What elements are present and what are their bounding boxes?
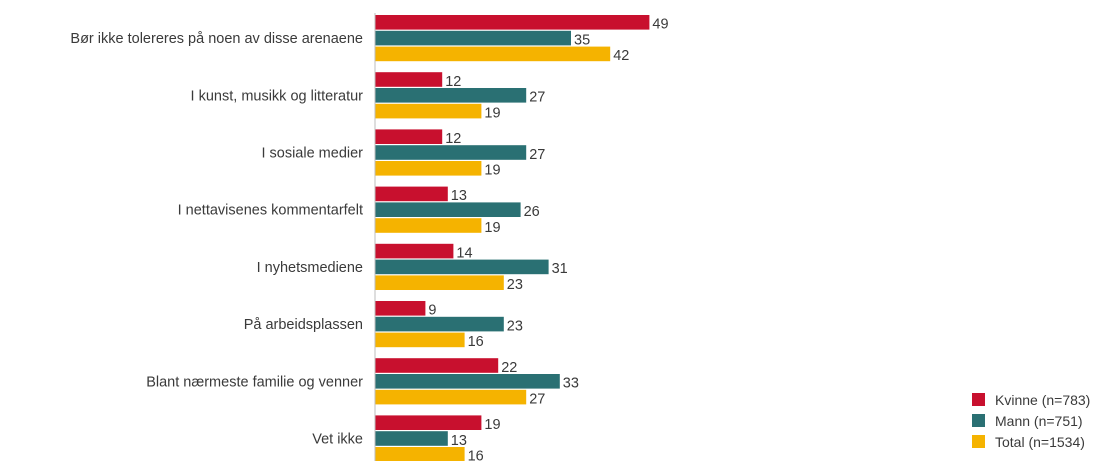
category-label: I sosiale medier [261,146,363,162]
bar [375,374,560,389]
bar [375,202,521,217]
bar-group: I sosiale medier 12 27 19 [261,129,545,179]
data-label: 13 [451,188,467,204]
bar-group: Bør ikke tolereres på noen av disse aren… [70,15,669,64]
legend-label: Kvinne (n=783) [995,392,1090,408]
legend-item: Mann (n=751) [972,413,1083,429]
data-label: 33 [563,376,579,392]
legend-swatch [972,393,985,406]
category-label: I nettavisenes kommentarfelt [178,203,363,219]
category-label: Bør ikke tolereres på noen av disse aren… [70,31,363,47]
bar [375,301,426,316]
data-label: 14 [456,245,472,261]
legend-swatch [972,435,985,448]
bar [375,275,504,290]
bar-group: I kunst, musikk og litteratur 12 27 19 [191,72,545,121]
legend-item: Kvinne (n=783) [972,392,1090,408]
data-label: 27 [529,391,545,407]
bar [375,129,443,144]
bar [375,186,448,202]
bar [375,332,465,348]
bar [375,161,482,176]
bar [375,243,454,259]
bar [375,358,499,373]
bar [375,447,465,461]
legend-label: Mann (n=751) [995,413,1083,429]
legend-item: Total (n=1534) [972,434,1085,450]
bar [375,88,527,103]
bar [375,431,448,446]
data-label: 19 [484,417,500,433]
legend: Kvinne (n=783) Mann (n=751) Total (n=1534) [972,392,1090,450]
data-label: 22 [501,360,517,376]
bar [375,46,611,62]
bar [375,259,549,275]
bar-group: Blant nærmeste familie og venner 22 33 27 [146,358,579,407]
category-label: Vet ikke [312,432,363,448]
bar-group: I nettavisenes kommentarfelt 13 26 19 [178,186,540,236]
data-label: 23 [507,277,523,293]
bar [375,415,482,430]
data-label: 27 [529,90,545,106]
data-label: 49 [652,17,668,33]
data-label: 31 [552,261,568,277]
data-label: 35 [574,32,590,48]
data-label: 9 [428,303,436,319]
bar [375,72,443,87]
legend-label: Total (n=1534) [995,434,1085,450]
category-label: Blant nærmeste familie og venner [146,374,363,390]
data-label: 12 [445,74,461,90]
data-label: 19 [484,163,500,179]
bar [375,316,504,332]
bar [375,30,571,46]
legend-swatch [972,414,985,427]
bar [375,15,650,30]
bar [375,218,482,233]
data-label: 23 [507,318,523,334]
bar [375,145,527,160]
data-label: 16 [468,449,484,461]
bar-group: I nyhetsmediene 14 31 23 [257,243,568,293]
data-label: 26 [524,204,540,220]
data-label: 19 [484,105,500,121]
data-label: 16 [468,334,484,350]
bar [375,389,527,405]
bar [375,103,482,119]
plot-area: Bør ikke tolereres på noen av disse aren… [70,13,669,461]
category-label: I nyhetsmediene [257,260,363,276]
data-label: 19 [484,220,500,236]
data-label: 12 [445,131,461,147]
data-label: 42 [613,48,629,64]
data-label: 27 [529,147,545,163]
category-label: På arbeidsplassen [244,317,363,333]
category-label: I kunst, musikk og litteratur [191,88,364,104]
data-label: 13 [451,433,467,449]
bar-group: På arbeidsplassen 9 23 16 [244,301,523,350]
